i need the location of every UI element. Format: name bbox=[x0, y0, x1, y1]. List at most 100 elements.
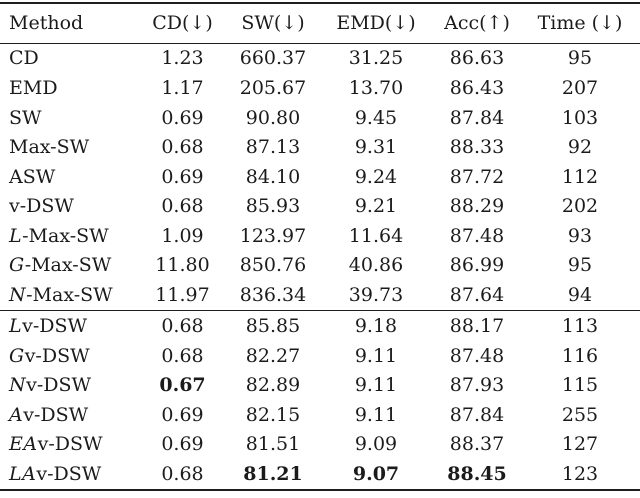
cell-sw: 82.89 bbox=[245, 374, 301, 397]
cell-sw: 205.67 bbox=[239, 77, 307, 100]
method-cal-prefix: N bbox=[9, 284, 27, 307]
col-header-emd: EMD(↓) bbox=[336, 12, 416, 35]
cell-emd: 9.31 bbox=[354, 136, 398, 159]
table-row-emd: EMD 1.17 205.67 13.70 86.43 207 bbox=[0, 73, 640, 103]
table-section-proposed: Lv-DSW 0.68 85.85 9.18 88.17 113 Gv-DSW … bbox=[0, 311, 640, 490]
col-header-method: Method bbox=[9, 12, 84, 35]
method-cell: LAv-DSW bbox=[0, 459, 137, 490]
method-name: ASW bbox=[9, 165, 56, 188]
cell-cd: 0.68 bbox=[161, 195, 204, 218]
cell-acc: 86.63 bbox=[449, 47, 505, 70]
cell-sw: 82.27 bbox=[245, 344, 301, 367]
method-name: CD bbox=[9, 47, 39, 70]
method-name: -Max-SW bbox=[22, 224, 109, 247]
table-row-cal-n-max-sw: N-Max-SW 11.97 836.34 39.73 87.64 94 bbox=[0, 280, 640, 310]
method-name: -Max-SW bbox=[24, 254, 112, 277]
table-row-cal-gv-dsw: Gv-DSW 0.68 82.27 9.11 87.48 116 bbox=[0, 341, 640, 371]
cell-emd: 9.21 bbox=[354, 195, 398, 218]
method-cell: Av-DSW bbox=[0, 400, 137, 430]
cell-sw: 850.76 bbox=[239, 254, 307, 277]
method-name: v-DSW bbox=[26, 374, 92, 397]
method-cell: SW bbox=[0, 103, 137, 133]
table-header: Method CD(↓) SW(↓) EMD(↓) Acc(↑) Time (↓… bbox=[0, 3, 640, 43]
cell-emd: 9.07 bbox=[352, 463, 400, 485]
method-name: EMD bbox=[9, 77, 58, 100]
cell-cd: 0.68 bbox=[161, 344, 204, 367]
cell-acc: 87.48 bbox=[449, 224, 505, 247]
method-name: -Max-SW bbox=[26, 284, 113, 307]
cell-cd: 11.97 bbox=[155, 284, 210, 307]
cell-acc: 87.48 bbox=[449, 344, 505, 367]
method-cell: Lv-DSW bbox=[0, 311, 137, 341]
cell-sw: 84.10 bbox=[245, 165, 301, 188]
table-row-sw: SW 0.69 90.80 9.45 87.84 103 bbox=[0, 103, 640, 133]
cell-cd: 0.69 bbox=[161, 433, 204, 456]
cell-emd: 9.09 bbox=[354, 433, 398, 456]
cell-acc: 88.29 bbox=[449, 195, 505, 218]
table-row-max-sw: Max-SW 0.68 87.13 9.31 88.33 92 bbox=[0, 132, 640, 162]
cell-acc: 88.33 bbox=[449, 136, 505, 159]
cell-cd: 0.69 bbox=[161, 165, 204, 188]
cell-acc: 87.84 bbox=[449, 106, 505, 129]
cell-cd: 0.69 bbox=[161, 106, 204, 129]
cell-time: 113 bbox=[561, 314, 599, 337]
method-cell: EMD bbox=[0, 73, 137, 103]
cell-sw: 81.51 bbox=[245, 433, 301, 456]
cell-sw: 87.13 bbox=[245, 136, 301, 159]
cell-emd: 9.11 bbox=[354, 403, 398, 426]
method-name: v-DSW bbox=[23, 403, 89, 426]
cell-sw: 660.37 bbox=[239, 47, 307, 70]
method-name: v-DSW bbox=[24, 344, 90, 367]
col-header-sw: SW(↓) bbox=[241, 12, 305, 35]
cell-time: 95 bbox=[567, 254, 593, 277]
cell-sw: 90.80 bbox=[245, 106, 301, 129]
table-row-v-dsw: v-DSW 0.68 85.93 9.21 88.29 202 bbox=[0, 191, 640, 221]
cell-time: 93 bbox=[567, 224, 593, 247]
method-name: Max-SW bbox=[9, 136, 90, 159]
cell-time: 207 bbox=[561, 77, 599, 100]
method-cell: v-DSW bbox=[0, 191, 137, 221]
method-cell: ASW bbox=[0, 162, 137, 192]
method-cell: EAv-DSW bbox=[0, 429, 137, 459]
cell-time: 92 bbox=[567, 136, 593, 159]
cell-time: 127 bbox=[561, 433, 599, 456]
method-cal-prefix: L bbox=[9, 314, 23, 337]
cell-cd: 1.23 bbox=[161, 47, 204, 70]
cell-emd: 9.18 bbox=[354, 314, 398, 337]
header-row: Method CD(↓) SW(↓) EMD(↓) Acc(↑) Time (↓… bbox=[0, 3, 640, 43]
cell-cd: 11.80 bbox=[155, 254, 210, 277]
method-cell: Gv-DSW bbox=[0, 341, 137, 371]
method-cell: CD bbox=[0, 43, 137, 73]
method-name: v-DSW bbox=[37, 433, 103, 456]
cell-time: 115 bbox=[561, 374, 599, 397]
cell-cd: 1.17 bbox=[161, 77, 204, 100]
cell-sw: 836.34 bbox=[239, 284, 307, 307]
table-row-cal-lav-dsw: LAv-DSW 0.68 81.21 9.07 88.45 123 bbox=[0, 459, 640, 490]
cell-cd: 1.09 bbox=[161, 224, 204, 247]
table-row-cal-av-dsw: Av-DSW 0.69 82.15 9.11 87.84 255 bbox=[0, 400, 640, 430]
cell-emd: 9.11 bbox=[354, 374, 398, 397]
cell-sw: 123.97 bbox=[239, 224, 307, 247]
method-cal-prefix: EA bbox=[9, 433, 38, 456]
method-cell: Nv-DSW bbox=[0, 370, 137, 400]
table-row-cal-nv-dsw: Nv-DSW 0.67 82.89 9.11 87.93 115 bbox=[0, 370, 640, 400]
cell-time: 95 bbox=[567, 47, 593, 70]
method-cal-prefix: N bbox=[9, 374, 27, 397]
col-header-cd: CD(↓) bbox=[152, 12, 213, 35]
col-header-time: Time (↓) bbox=[537, 12, 623, 35]
cell-emd: 11.64 bbox=[348, 224, 404, 247]
cell-cd: 0.68 bbox=[161, 463, 204, 485]
cell-acc: 88.45 bbox=[447, 463, 507, 485]
cell-acc: 87.84 bbox=[449, 403, 505, 426]
method-cell: L-Max-SW bbox=[0, 221, 137, 251]
cell-emd: 13.70 bbox=[348, 77, 404, 100]
table-row-cal-g-max-sw: G-Max-SW 11.80 850.76 40.86 86.99 95 bbox=[0, 251, 640, 281]
cell-cd: 0.68 bbox=[161, 136, 204, 159]
method-cell: N-Max-SW bbox=[0, 280, 137, 310]
table-row-cal-l-max-sw: L-Max-SW 1.09 123.97 11.64 87.48 93 bbox=[0, 221, 640, 251]
method-cal-prefix: LA bbox=[9, 463, 37, 485]
method-name: v-DSW bbox=[36, 463, 102, 485]
cell-acc: 88.37 bbox=[449, 433, 505, 456]
